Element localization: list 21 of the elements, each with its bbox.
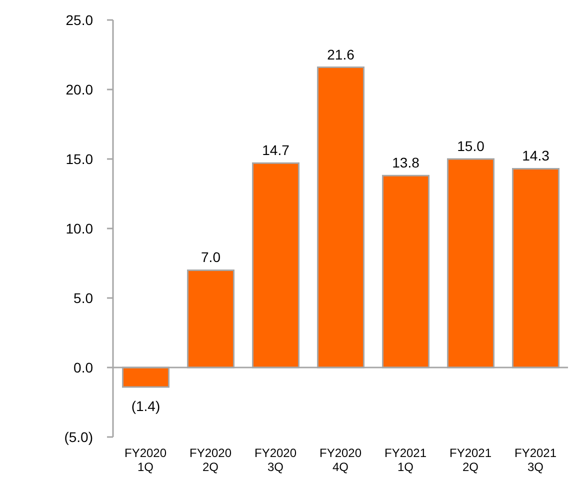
x-tick-label: FY2021 3Q bbox=[514, 446, 557, 474]
x-tick-label: FY2021 1Q bbox=[384, 446, 427, 474]
data-label: 14.3 bbox=[522, 148, 550, 164]
data-label: 7.0 bbox=[201, 249, 221, 266]
y-tick-label: 5.0 bbox=[74, 290, 94, 306]
y-tick-label: (5.0) bbox=[64, 428, 93, 445]
data-label: 14.7 bbox=[262, 142, 290, 158]
x-tick-label: FY2020 4Q bbox=[319, 446, 362, 474]
data-label: 21.6 bbox=[327, 46, 355, 62]
x-tick-label: FY2021 2Q bbox=[449, 446, 492, 474]
data-label: 13.8 bbox=[392, 154, 420, 171]
x-tick-label: FY2020 2Q bbox=[189, 446, 232, 474]
y-tick-label: 10.0 bbox=[66, 220, 94, 236]
y-tick-label: 15.0 bbox=[66, 150, 94, 167]
y-tick-label: 20.0 bbox=[66, 81, 94, 98]
y-tick-label: 25.0 bbox=[66, 12, 94, 28]
y-tick-label: 0.0 bbox=[74, 359, 94, 376]
x-tick-label: FY2020 3Q bbox=[254, 446, 297, 474]
data-label: 15.0 bbox=[457, 138, 485, 154]
x-tick-label: FY2020 1Q bbox=[124, 446, 167, 474]
data-label: (1.4) bbox=[131, 398, 160, 414]
